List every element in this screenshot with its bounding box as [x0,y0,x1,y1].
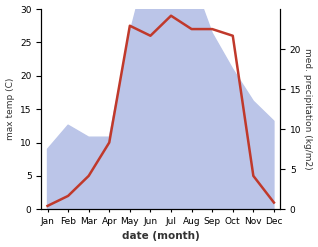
Y-axis label: med. precipitation (kg/m2): med. precipitation (kg/m2) [303,48,313,170]
Y-axis label: max temp (C): max temp (C) [5,78,15,140]
X-axis label: date (month): date (month) [122,231,200,242]
